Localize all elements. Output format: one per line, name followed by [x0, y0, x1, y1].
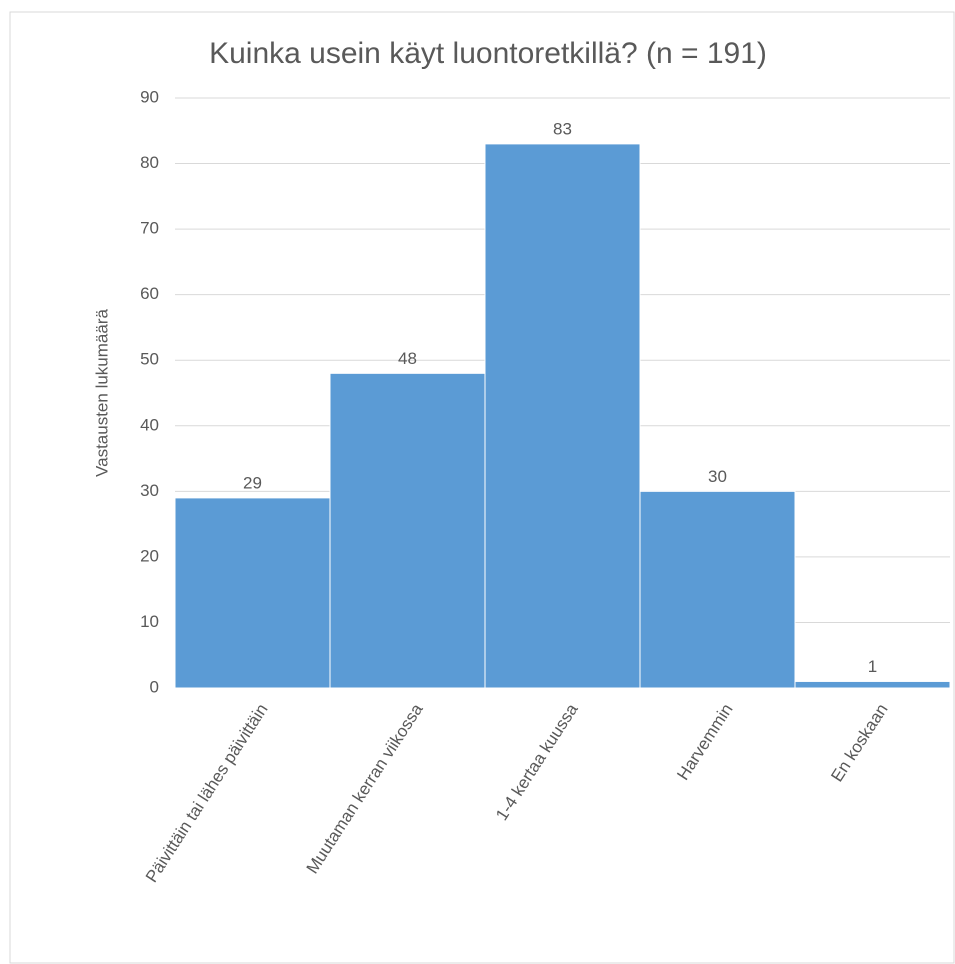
- bar: [639, 490, 796, 689]
- y-tick-label: 70: [140, 219, 159, 238]
- data-label: 83: [553, 119, 572, 138]
- bar: [794, 680, 951, 689]
- y-tick-label: 60: [140, 284, 159, 303]
- x-tick-label: En koskaan: [827, 700, 891, 785]
- chart-border: [9, 11, 955, 964]
- bar: [484, 143, 641, 689]
- data-label: 1: [868, 657, 877, 676]
- x-tick-label: 1-4 kertaa kuussa: [492, 700, 582, 824]
- bar: [329, 372, 486, 689]
- bar: [174, 497, 331, 689]
- x-tick-label: Päivittäin tai lähes päivittäin: [142, 700, 272, 885]
- y-tick-label: 20: [140, 546, 159, 565]
- data-label: 29: [243, 473, 262, 492]
- y-tick-label: 30: [140, 481, 159, 500]
- y-tick-label: 90: [140, 87, 159, 106]
- data-label: 30: [708, 467, 727, 486]
- y-tick-label: 10: [140, 612, 159, 631]
- x-tick-label: Muutaman kerran viikossa: [303, 700, 427, 877]
- chart-title: Kuinka usein käyt luontoretkillä? (n = 1…: [209, 37, 767, 70]
- y-tick-label: 80: [140, 153, 159, 172]
- y-tick-label: 50: [140, 350, 159, 369]
- x-tick-label: Harvemmin: [673, 700, 736, 783]
- y-axis-label: Vastausten lukumäärä: [92, 309, 111, 477]
- y-tick-label: 0: [150, 677, 159, 696]
- data-label: 48: [398, 349, 417, 368]
- y-tick-label: 40: [140, 415, 159, 434]
